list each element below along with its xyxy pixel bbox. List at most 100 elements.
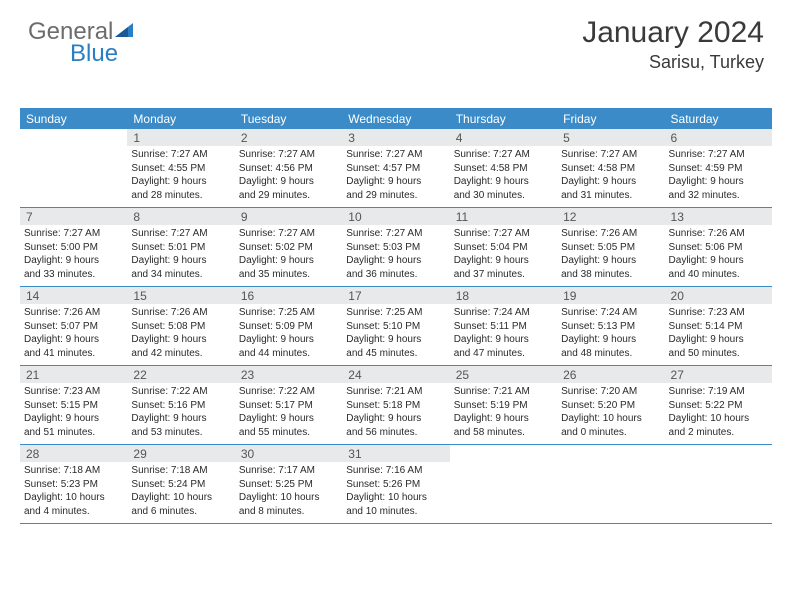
info-line: Sunset: 5:04 PM (454, 241, 553, 255)
info-line: Daylight: 9 hours (669, 254, 768, 268)
day-info: Sunrise: 7:26 AMSunset: 5:05 PMDaylight:… (557, 225, 664, 285)
info-line: Sunrise: 7:26 AM (131, 306, 230, 320)
info-line: and 58 minutes. (454, 426, 553, 440)
day-cell: 27Sunrise: 7:19 AMSunset: 5:22 PMDayligh… (665, 366, 772, 444)
info-line: and 36 minutes. (346, 268, 445, 282)
day-cell: 17Sunrise: 7:25 AMSunset: 5:10 PMDayligh… (342, 287, 449, 365)
day-number: 12 (557, 208, 664, 225)
day-info: Sunrise: 7:27 AMSunset: 5:02 PMDaylight:… (235, 225, 342, 285)
info-line: and 42 minutes. (131, 347, 230, 361)
day-cell: 19Sunrise: 7:24 AMSunset: 5:13 PMDayligh… (557, 287, 664, 365)
info-line: and 32 minutes. (669, 189, 768, 203)
info-line: Sunrise: 7:22 AM (131, 385, 230, 399)
info-line: Daylight: 10 hours (131, 491, 230, 505)
info-line: Sunrise: 7:26 AM (669, 227, 768, 241)
info-line: Sunset: 5:08 PM (131, 320, 230, 334)
day-number: 24 (342, 366, 449, 383)
info-line: Sunset: 5:07 PM (24, 320, 123, 334)
day-cell: 11Sunrise: 7:27 AMSunset: 5:04 PMDayligh… (450, 208, 557, 286)
day-cell: 21Sunrise: 7:23 AMSunset: 5:15 PMDayligh… (20, 366, 127, 444)
info-line: and 38 minutes. (561, 268, 660, 282)
day-number: 26 (557, 366, 664, 383)
day-info: Sunrise: 7:24 AMSunset: 5:13 PMDaylight:… (557, 304, 664, 364)
week-row: 1Sunrise: 7:27 AMSunset: 4:55 PMDaylight… (20, 129, 772, 208)
day-number (557, 445, 664, 462)
info-line: Sunrise: 7:21 AM (346, 385, 445, 399)
info-line: and 47 minutes. (454, 347, 553, 361)
info-line: Daylight: 9 hours (561, 333, 660, 347)
day-cell: 14Sunrise: 7:26 AMSunset: 5:07 PMDayligh… (20, 287, 127, 365)
info-line: and 30 minutes. (454, 189, 553, 203)
day-info: Sunrise: 7:27 AMSunset: 4:56 PMDaylight:… (235, 146, 342, 206)
day-number: 5 (557, 129, 664, 146)
info-line: Sunrise: 7:26 AM (561, 227, 660, 241)
day-cell: 15Sunrise: 7:26 AMSunset: 5:08 PMDayligh… (127, 287, 234, 365)
week-row: 28Sunrise: 7:18 AMSunset: 5:23 PMDayligh… (20, 445, 772, 524)
info-line: Sunrise: 7:21 AM (454, 385, 553, 399)
info-line: Sunset: 5:03 PM (346, 241, 445, 255)
info-line: Daylight: 9 hours (346, 412, 445, 426)
info-line: Sunset: 5:09 PM (239, 320, 338, 334)
info-line: Sunrise: 7:27 AM (131, 148, 230, 162)
info-line: and 2 minutes. (669, 426, 768, 440)
info-line: and 34 minutes. (131, 268, 230, 282)
info-line: Sunrise: 7:18 AM (131, 464, 230, 478)
info-line: Daylight: 10 hours (669, 412, 768, 426)
day-number: 2 (235, 129, 342, 146)
day-number: 3 (342, 129, 449, 146)
info-line: and 53 minutes. (131, 426, 230, 440)
info-line: and 50 minutes. (669, 347, 768, 361)
info-line: Daylight: 9 hours (24, 254, 123, 268)
day-number: 19 (557, 287, 664, 304)
info-line: Sunset: 4:57 PM (346, 162, 445, 176)
info-line: Sunset: 5:15 PM (24, 399, 123, 413)
week-row: 7Sunrise: 7:27 AMSunset: 5:00 PMDaylight… (20, 208, 772, 287)
info-line: and 51 minutes. (24, 426, 123, 440)
day-info: Sunrise: 7:27 AMSunset: 5:03 PMDaylight:… (342, 225, 449, 285)
day-number: 6 (665, 129, 772, 146)
info-line: and 35 minutes. (239, 268, 338, 282)
location: Sarisu, Turkey (582, 52, 764, 73)
day-header: Monday (127, 112, 234, 126)
info-line: Sunset: 5:24 PM (131, 478, 230, 492)
day-cell: 6Sunrise: 7:27 AMSunset: 4:59 PMDaylight… (665, 129, 772, 207)
day-info: Sunrise: 7:22 AMSunset: 5:16 PMDaylight:… (127, 383, 234, 443)
day-cell: 16Sunrise: 7:25 AMSunset: 5:09 PMDayligh… (235, 287, 342, 365)
info-line: Daylight: 9 hours (346, 175, 445, 189)
day-cell: 7Sunrise: 7:27 AMSunset: 5:00 PMDaylight… (20, 208, 127, 286)
info-line: Daylight: 9 hours (239, 412, 338, 426)
day-header: Wednesday (342, 112, 449, 126)
info-line: Sunrise: 7:22 AM (239, 385, 338, 399)
info-line: and 56 minutes. (346, 426, 445, 440)
info-line: Sunrise: 7:23 AM (669, 306, 768, 320)
info-line: Daylight: 9 hours (346, 333, 445, 347)
day-cell: 28Sunrise: 7:18 AMSunset: 5:23 PMDayligh… (20, 445, 127, 523)
day-cell: 31Sunrise: 7:16 AMSunset: 5:26 PMDayligh… (342, 445, 449, 523)
day-cell: 4Sunrise: 7:27 AMSunset: 4:58 PMDaylight… (450, 129, 557, 207)
info-line: Sunset: 5:10 PM (346, 320, 445, 334)
info-line: Sunset: 5:25 PM (239, 478, 338, 492)
info-line: Sunrise: 7:17 AM (239, 464, 338, 478)
info-line: and 37 minutes. (454, 268, 553, 282)
day-info: Sunrise: 7:20 AMSunset: 5:20 PMDaylight:… (557, 383, 664, 443)
day-number: 8 (127, 208, 234, 225)
info-line: Daylight: 9 hours (131, 175, 230, 189)
day-info: Sunrise: 7:23 AMSunset: 5:15 PMDaylight:… (20, 383, 127, 443)
logo-triangle-icon (115, 21, 135, 44)
info-line: and 41 minutes. (24, 347, 123, 361)
info-line: Daylight: 10 hours (239, 491, 338, 505)
day-number: 13 (665, 208, 772, 225)
day-number: 27 (665, 366, 772, 383)
info-line: Sunset: 4:59 PM (669, 162, 768, 176)
day-info: Sunrise: 7:24 AMSunset: 5:11 PMDaylight:… (450, 304, 557, 364)
day-cell: 25Sunrise: 7:21 AMSunset: 5:19 PMDayligh… (450, 366, 557, 444)
info-line: Sunrise: 7:27 AM (454, 227, 553, 241)
day-cell: 2Sunrise: 7:27 AMSunset: 4:56 PMDaylight… (235, 129, 342, 207)
info-line: Sunrise: 7:25 AM (346, 306, 445, 320)
info-line: and 29 minutes. (346, 189, 445, 203)
info-line: Daylight: 9 hours (346, 254, 445, 268)
info-line: Daylight: 9 hours (239, 175, 338, 189)
info-line: Sunset: 5:17 PM (239, 399, 338, 413)
day-info: Sunrise: 7:27 AMSunset: 4:58 PMDaylight:… (450, 146, 557, 206)
day-info: Sunrise: 7:27 AMSunset: 4:57 PMDaylight:… (342, 146, 449, 206)
